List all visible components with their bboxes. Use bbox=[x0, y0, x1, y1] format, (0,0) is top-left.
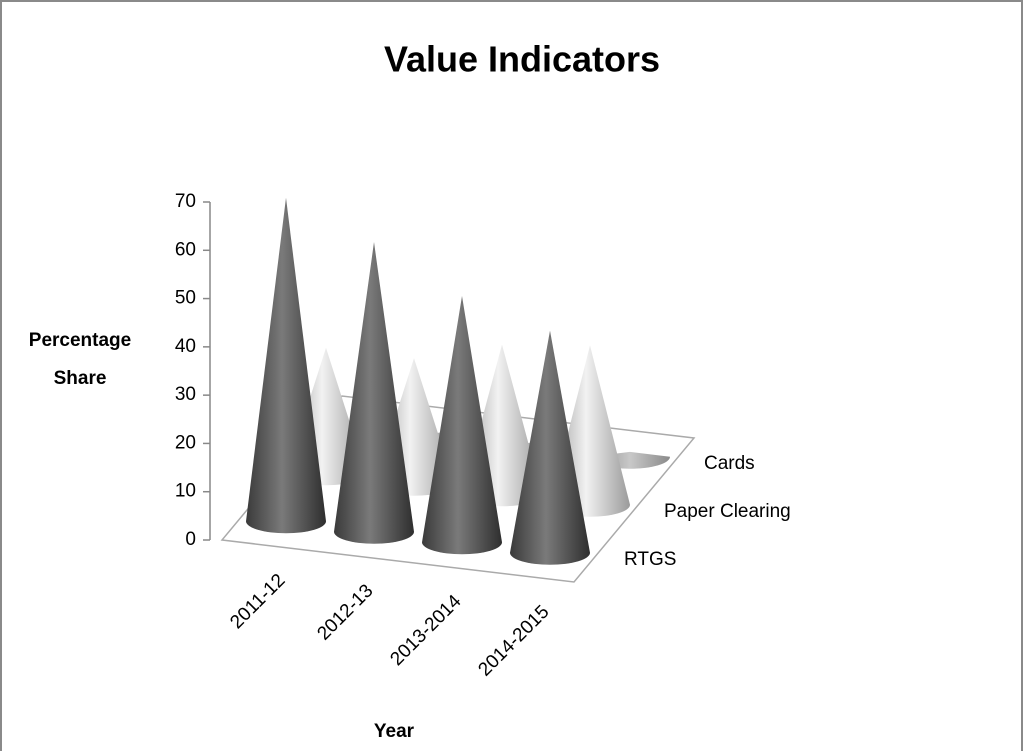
cone bbox=[422, 295, 502, 555]
cone bbox=[510, 330, 590, 565]
y-axis-label: Percentage bbox=[29, 330, 131, 351]
y-tick-label: 70 bbox=[175, 191, 196, 212]
y-tick-label: 20 bbox=[175, 432, 196, 453]
series-label: RTGS bbox=[624, 549, 676, 570]
cone bbox=[334, 242, 414, 544]
cone bbox=[246, 197, 326, 534]
y-axis-label: Share bbox=[54, 368, 107, 389]
y-tick-label: 30 bbox=[175, 384, 196, 405]
y-tick-label: 0 bbox=[185, 529, 196, 550]
y-tick-label: 40 bbox=[175, 336, 196, 357]
series-label: Paper Clearing bbox=[664, 501, 791, 522]
series-label: Cards bbox=[704, 453, 755, 474]
y-tick-label: 50 bbox=[175, 288, 196, 309]
x-axis-label: Year bbox=[374, 721, 415, 742]
y-tick-label: 10 bbox=[175, 481, 196, 502]
y-tick-label: 60 bbox=[175, 239, 196, 260]
chart-title: Value Indicators bbox=[384, 39, 660, 80]
